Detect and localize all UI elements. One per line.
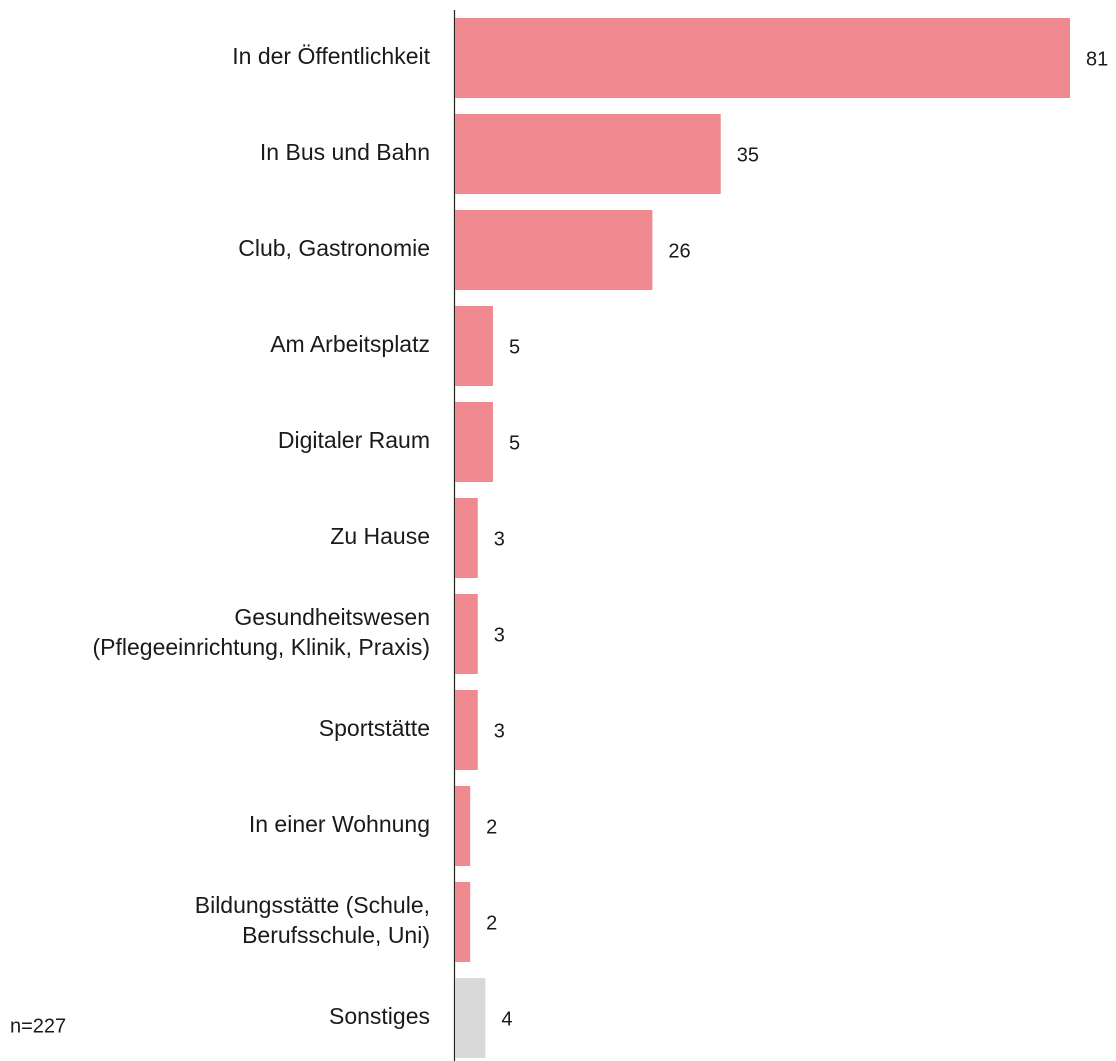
bar [455, 306, 493, 386]
category-label: Gesundheitswesen [234, 604, 430, 630]
bar [455, 18, 1070, 98]
category-label: Club, Gastronomie [238, 235, 430, 261]
value-label: 5 [509, 336, 520, 358]
category-label: Zu Hause [330, 523, 430, 549]
category-label: Berufsschule, Uni) [242, 922, 430, 948]
bar [455, 498, 478, 578]
category-label: Bildungsstätte (Schule, [195, 892, 430, 918]
annotation: n=227 [10, 1015, 66, 1037]
value-label: 2 [486, 816, 497, 838]
category-label: In Bus und Bahn [260, 139, 430, 165]
bar [455, 786, 471, 866]
bar [455, 978, 486, 1058]
value-label: 2 [486, 912, 497, 934]
value-label: 26 [668, 240, 690, 262]
category-label: Sonstiges [329, 1003, 430, 1029]
bar [455, 594, 478, 674]
value-label: 3 [494, 720, 505, 742]
category-label: In einer Wohnung [249, 811, 430, 837]
bar [455, 882, 471, 962]
category-label: (Pflegeeinrichtung, Klinik, Praxis) [93, 634, 430, 660]
category-label: Am Arbeitsplatz [270, 331, 430, 357]
bar [455, 210, 653, 290]
value-label: 3 [494, 624, 505, 646]
value-label: 35 [737, 144, 759, 166]
value-label: 4 [501, 1008, 512, 1030]
bar [455, 114, 721, 194]
value-label: 3 [494, 528, 505, 550]
category-label: In der Öffentlichkeit [232, 43, 430, 69]
value-label: 81 [1086, 48, 1108, 70]
bar [455, 690, 478, 770]
category-label: Digitaler Raum [278, 427, 430, 453]
bar [455, 402, 493, 482]
value-label: 5 [509, 432, 520, 454]
category-label: Sportstätte [319, 715, 430, 741]
